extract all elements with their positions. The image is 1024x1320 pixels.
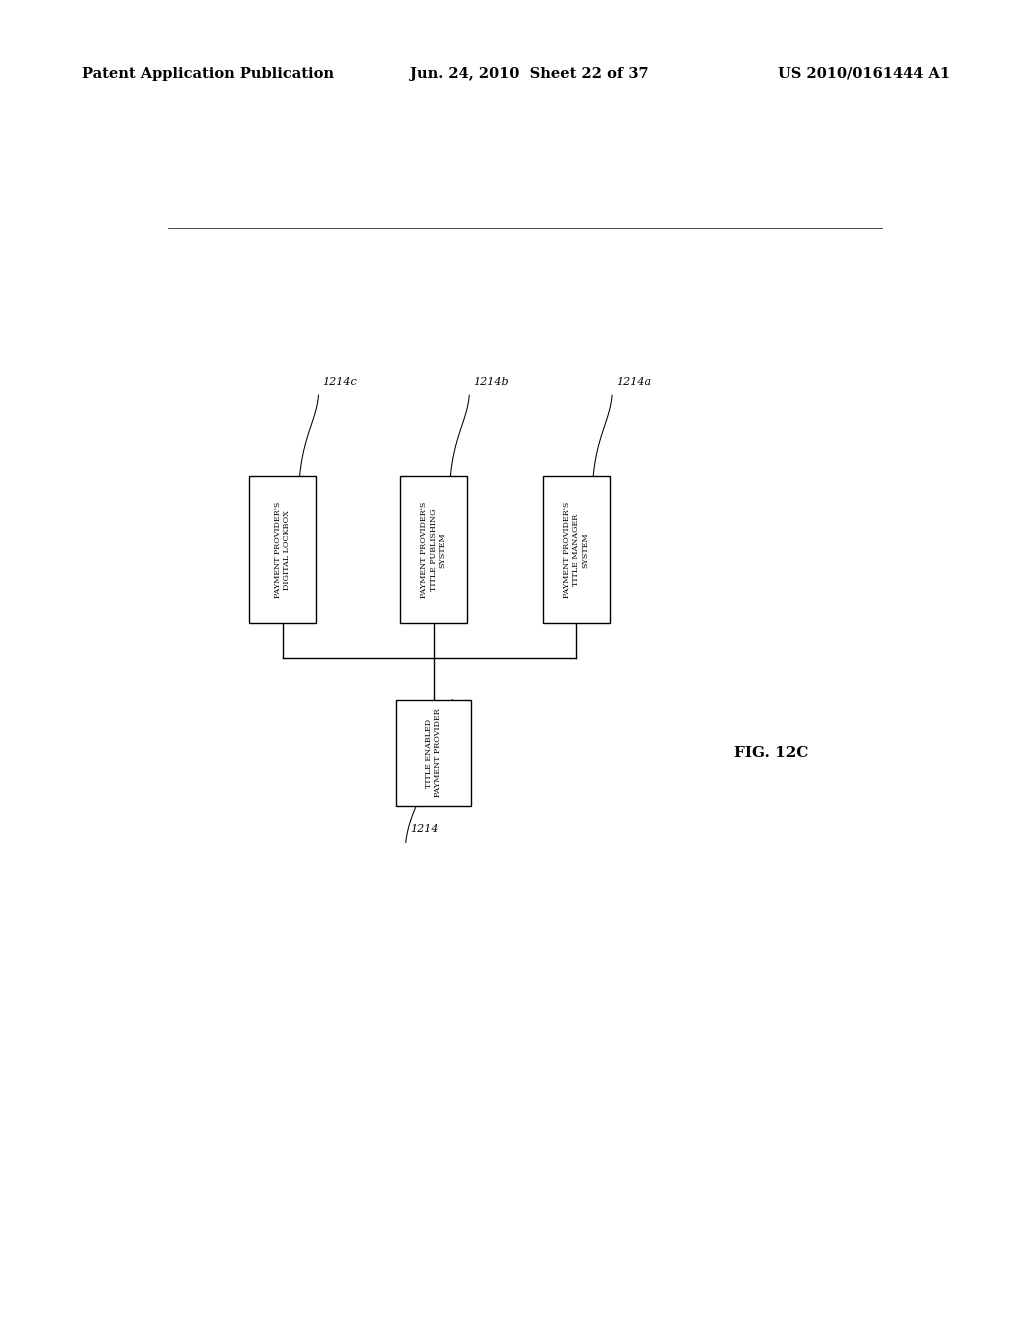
Bar xyxy=(543,477,610,623)
Text: PAYMENT PROVIDER'S
TITLE PUBLISHING
SYSTEM: PAYMENT PROVIDER'S TITLE PUBLISHING SYST… xyxy=(420,502,446,598)
Text: 1214a: 1214a xyxy=(616,378,651,387)
Text: Jun. 24, 2010  Sheet 22 of 37: Jun. 24, 2010 Sheet 22 of 37 xyxy=(410,67,648,81)
Text: FIG. 12C: FIG. 12C xyxy=(733,746,808,760)
Text: PAYMENT PROVIDER'S
TITLE MANAGER
SYSTEM: PAYMENT PROVIDER'S TITLE MANAGER SYSTEM xyxy=(563,502,590,598)
Text: US 2010/0161444 A1: US 2010/0161444 A1 xyxy=(778,67,950,81)
Text: PAYMENT PROVIDER'S
DIGITAL LOCKBOX: PAYMENT PROVIDER'S DIGITAL LOCKBOX xyxy=(274,502,292,598)
Text: Patent Application Publication: Patent Application Publication xyxy=(82,67,334,81)
Bar xyxy=(396,700,471,807)
Text: 1214b: 1214b xyxy=(473,378,509,387)
Text: 1214: 1214 xyxy=(410,824,438,834)
Bar xyxy=(249,477,316,623)
Text: 1214c: 1214c xyxy=(323,378,357,387)
Text: TITLE ENABLED
PAYMENT PROVIDER: TITLE ENABLED PAYMENT PROVIDER xyxy=(425,709,442,797)
Bar xyxy=(399,477,467,623)
